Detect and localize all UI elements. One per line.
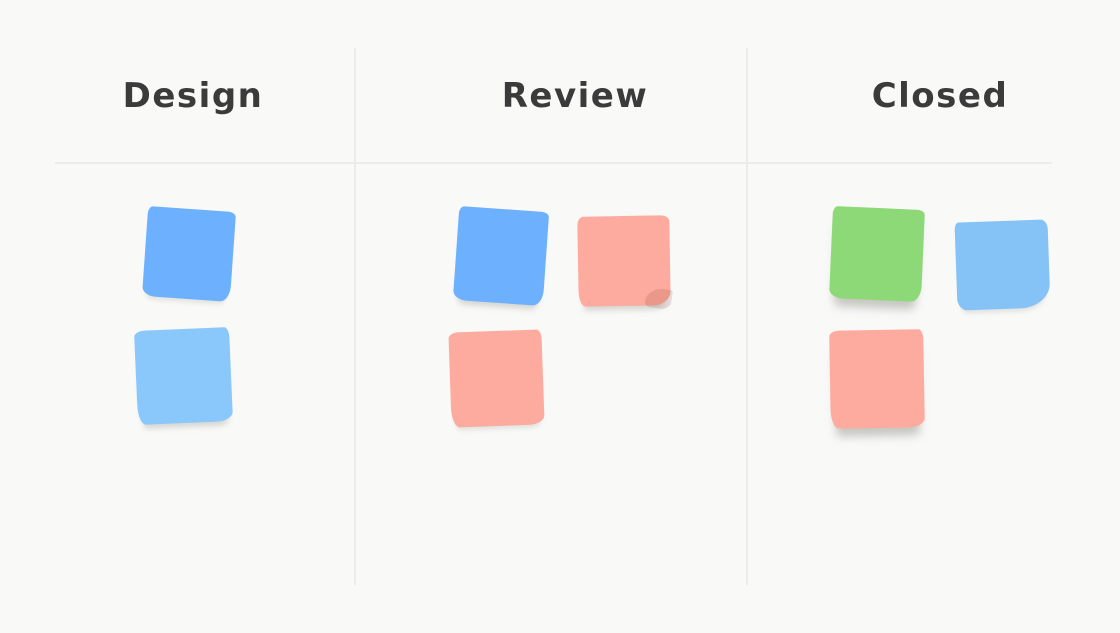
sticky-note-light-blue[interactable] xyxy=(133,326,234,426)
column-divider-2 xyxy=(746,48,748,585)
column-header-review[interactable]: Review xyxy=(501,76,649,116)
sticky-note-blue[interactable] xyxy=(452,205,550,307)
sticky-note-blue[interactable] xyxy=(141,206,237,302)
column-divider-1 xyxy=(354,48,356,585)
header-divider xyxy=(55,162,1052,164)
column-header-design[interactable]: Design xyxy=(122,76,264,116)
sticky-note-salmon[interactable] xyxy=(448,329,545,428)
sticky-note-sky-blue[interactable] xyxy=(954,219,1051,311)
sticky-note-salmon[interactable] xyxy=(577,215,671,307)
sticky-note-salmon[interactable] xyxy=(829,329,925,429)
column-header-closed[interactable]: Closed xyxy=(871,76,1009,116)
sticky-note-green[interactable] xyxy=(829,206,925,302)
